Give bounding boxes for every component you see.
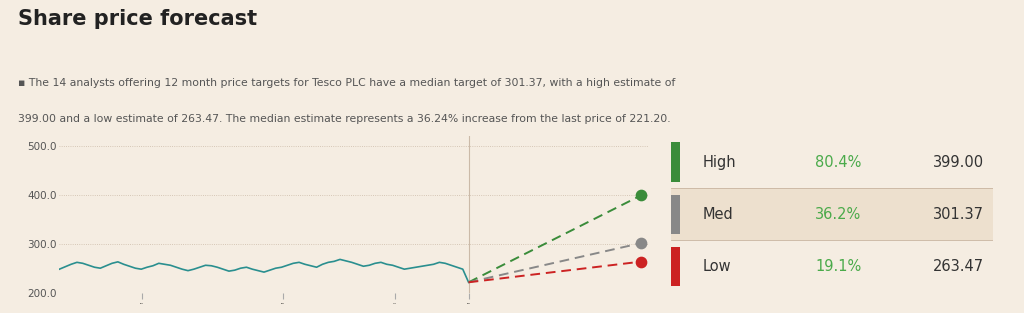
Text: Med: Med: [702, 207, 734, 222]
Bar: [671, 195, 680, 234]
Text: 399.00 and a low estimate of 263.47. The median estimate represents a 36.24% inc: 399.00 and a low estimate of 263.47. The…: [18, 114, 671, 124]
Point: [633, 241, 649, 246]
Bar: [671, 247, 680, 286]
Bar: [671, 136, 993, 188]
Text: High: High: [702, 155, 736, 170]
Point: [633, 193, 649, 198]
Bar: [671, 142, 680, 182]
Text: 399.00: 399.00: [933, 155, 984, 170]
Text: 80.4%: 80.4%: [815, 155, 861, 170]
Text: 263.47: 263.47: [933, 259, 984, 274]
Bar: [671, 188, 993, 240]
Point: [633, 259, 649, 264]
Text: 19.1%: 19.1%: [815, 259, 861, 274]
Text: 36.2%: 36.2%: [815, 207, 861, 222]
Bar: [671, 240, 993, 293]
Text: 301.37: 301.37: [933, 207, 984, 222]
Text: ▪ The 14 analysts offering 12 month price targets for Tesco PLC have a median ta: ▪ The 14 analysts offering 12 month pric…: [18, 78, 676, 88]
Text: Share price forecast: Share price forecast: [18, 9, 258, 29]
Text: Low: Low: [702, 259, 731, 274]
